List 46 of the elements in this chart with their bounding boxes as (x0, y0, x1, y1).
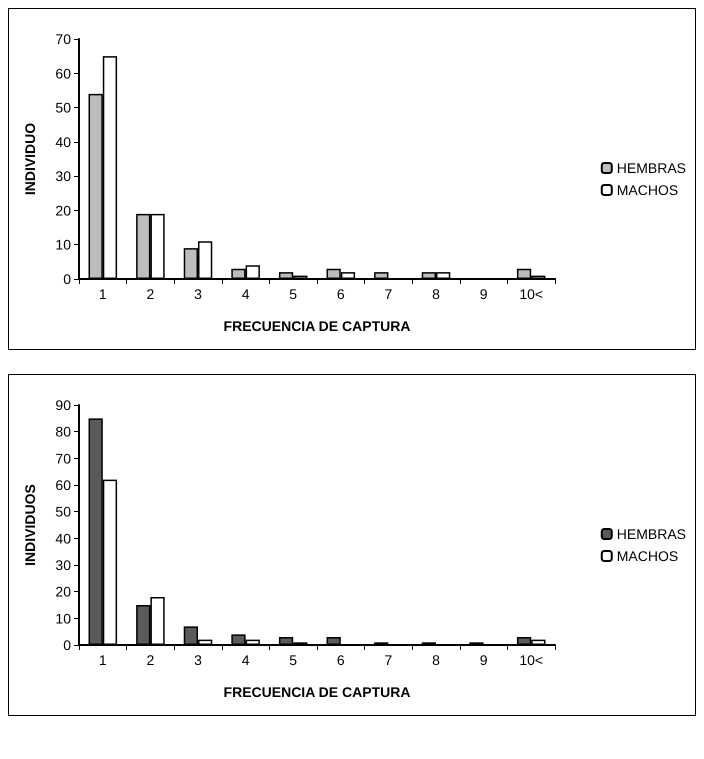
y-tick-label: 70 (55, 450, 72, 466)
legend-label: MACHOS (616, 548, 678, 564)
x-tick-label: 3 (194, 286, 202, 302)
x-tick-label: 4 (242, 286, 250, 302)
y-axis-title: INDIVIDUO (22, 122, 38, 196)
x-tick-label: 10< (519, 652, 544, 668)
x-tick-label: 9 (480, 286, 488, 302)
y-tick-label: 20 (55, 202, 72, 218)
y-tick-label: 10 (55, 610, 72, 626)
y-tick-label: 30 (55, 557, 72, 573)
y-tick-label: 60 (55, 65, 72, 82)
y-tick-label: 90 (55, 397, 72, 413)
y-tick-label: 30 (55, 168, 72, 184)
y-tick-label: 70 (55, 31, 72, 47)
y-tick-label: 50 (55, 100, 72, 116)
x-axis-title: FRECUENCIA DE CAPTURA (224, 318, 410, 334)
y-tick-label: 0 (63, 271, 72, 287)
x-tick-label: 1 (98, 286, 107, 302)
x-tick-label: 8 (432, 652, 440, 668)
x-tick-label: 7 (384, 652, 392, 668)
y-tick-label: 20 (55, 584, 72, 600)
y-tick-label: 40 (55, 134, 72, 150)
y-tick-label: 10 (55, 236, 72, 253)
legend-label: HEMBRAS (616, 160, 686, 176)
y-tick-label: 80 (55, 424, 72, 440)
y-tick-label: 0 (63, 637, 72, 653)
x-axis-title: FRECUENCIA DE CAPTURA (224, 684, 410, 700)
y-tick-label: 60 (55, 477, 72, 493)
x-tick-label: 3 (194, 652, 202, 668)
legend-label: HEMBRAS (616, 526, 686, 542)
x-tick-label: 6 (336, 286, 345, 302)
x-tick-label: 7 (384, 286, 392, 302)
x-tick-label: 8 (432, 286, 440, 302)
x-tick-label: 5 (289, 286, 298, 302)
x-tick-label: 2 (146, 652, 154, 668)
y-tick-label: 40 (55, 530, 72, 546)
x-tick-label: 1 (98, 652, 107, 668)
x-tick-label: 6 (336, 652, 345, 668)
legend-label: MACHOS (616, 182, 678, 198)
y-tick-label: 50 (55, 504, 72, 520)
x-tick-label: 5 (289, 652, 298, 668)
x-tick-label: 4 (242, 652, 250, 668)
x-tick-label: 2 (146, 286, 154, 302)
y-axis-title: INDIVIDUOS (22, 484, 38, 566)
x-tick-label: 9 (480, 652, 488, 668)
x-tick-label: 10< (519, 286, 544, 302)
